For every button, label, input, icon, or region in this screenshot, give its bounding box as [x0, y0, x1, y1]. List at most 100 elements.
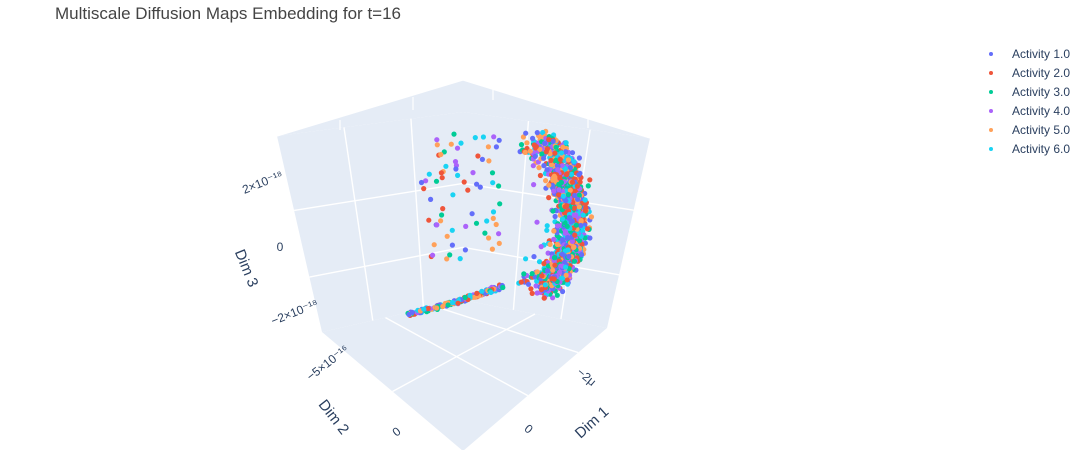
data-point-activity-5-0-1658[interactable] [438, 151, 444, 158]
data-point-activity-1-0-1098[interactable] [572, 192, 578, 199]
data-point-activity-6-0-1653[interactable] [490, 209, 497, 215]
data-point-activity-6-0-802[interactable] [540, 129, 546, 136]
data-point-activity-1-0-1652[interactable] [462, 247, 468, 253]
data-point-activity-3-0-1821[interactable] [445, 302, 451, 308]
data-point-activity-4-0-100[interactable] [550, 295, 556, 301]
data-point-activity-4-0-1255[interactable] [555, 167, 561, 173]
data-point-activity-6-0-1090[interactable] [582, 197, 588, 203]
data-point-activity-4-0-1567[interactable] [557, 269, 563, 275]
data-point-activity-1-0-1080[interactable] [575, 196, 581, 202]
data-point-activity-1-0-1010[interactable] [541, 155, 547, 161]
data-point-activity-6-0-1544[interactable] [560, 275, 566, 281]
data-point-activity-4-0-987[interactable] [531, 182, 537, 188]
data-point-activity-3-0-734[interactable] [554, 292, 560, 298]
data-point-activity-3-0-801[interactable] [585, 183, 591, 189]
legend-item-6[interactable]: Activity 6.0 [980, 139, 1070, 158]
data-point-activity-1-0-678[interactable] [525, 281, 532, 287]
data-point-activity-1-0-965[interactable] [576, 172, 582, 178]
data-point-activity-1-0-1552[interactable] [550, 182, 556, 188]
data-point-activity-6-0-1833[interactable] [467, 292, 473, 298]
data-point-activity-4-0-1084[interactable] [555, 223, 561, 229]
data-point-activity-2-0-1619[interactable] [461, 179, 467, 185]
data-point-activity-5-0-1650[interactable] [493, 221, 499, 228]
data-point-activity-2-0-1576[interactable] [564, 202, 570, 208]
data-point-activity-2-0-1628[interactable] [440, 206, 446, 212]
data-point-activity-6-0-1661[interactable] [455, 172, 461, 178]
data-point-activity-2-0-919[interactable] [583, 205, 589, 211]
data-point-activity-4-0-595[interactable] [533, 283, 539, 289]
data-point-activity-5-0-1565[interactable] [563, 272, 569, 278]
data-point-activity-2-0-1052[interactable] [533, 144, 539, 150]
data-point-activity-6-0-846[interactable] [568, 171, 575, 177]
legend-item-1[interactable]: Activity 1.0 [980, 44, 1070, 63]
data-point-activity-1-0-1605[interactable] [474, 181, 480, 187]
data-point-activity-1-0-1615[interactable] [479, 156, 485, 162]
data-point-activity-6-0-856[interactable] [565, 281, 571, 287]
data-point-activity-4-0-1539[interactable] [562, 229, 569, 235]
data-point-activity-1-0-976[interactable] [563, 149, 569, 155]
data-point-activity-1-0-663[interactable] [532, 274, 538, 280]
data-point-activity-4-0-1668[interactable] [463, 223, 469, 229]
data-point-activity-5-0-1637[interactable] [486, 235, 492, 241]
data-point-activity-4-0-1526[interactable] [569, 238, 576, 244]
data-point-activity-4-0-1663[interactable] [434, 137, 440, 143]
data-point-activity-6-0-1633[interactable] [480, 134, 486, 140]
data-point-activity-6-0-1597[interactable] [559, 216, 566, 222]
data-point-activity-1-0-388[interactable] [576, 155, 583, 161]
data-point-activity-1-0-1036[interactable] [532, 153, 538, 159]
data-point-activity-4-0-1640[interactable] [434, 222, 440, 228]
data-point-activity-5-0-859[interactable] [536, 165, 542, 171]
data-point-activity-1-0-1635[interactable] [493, 144, 499, 150]
data-point-activity-3-0-1078[interactable] [576, 192, 582, 198]
data-point-activity-6-0-1644[interactable] [450, 192, 456, 198]
data-point-activity-6-0-1836[interactable] [488, 289, 494, 295]
data-point-activity-6-0-1813[interactable] [449, 299, 456, 306]
data-point-activity-5-0-35[interactable] [520, 134, 527, 140]
data-point-activity-2-0-1590[interactable] [551, 276, 557, 282]
data-point-activity-2-0-186[interactable] [546, 195, 552, 201]
data-point-activity-1-0-1585[interactable] [566, 253, 572, 260]
data-point-activity-5-0-1629[interactable] [438, 218, 444, 224]
data-point-activity-6-0-1630[interactable] [426, 171, 432, 177]
data-point-activity-3-0-1667[interactable] [451, 131, 457, 137]
data-point-activity-3-0-1662[interactable] [497, 201, 503, 207]
data-point-activity-4-0-1531[interactable] [571, 212, 577, 218]
data-point-activity-4-0-1625[interactable] [470, 170, 476, 176]
data-point-activity-5-0-935[interactable] [588, 214, 595, 220]
data-point-activity-1-0-451[interactable] [530, 135, 536, 141]
data-point-activity-5-0-199[interactable] [543, 178, 549, 184]
data-point-activity-3-0-218[interactable] [518, 142, 525, 148]
data-point-activity-5-0-1555[interactable] [567, 187, 573, 193]
data-point-activity-5-0-950[interactable] [549, 162, 555, 168]
data-point-activity-1-0-1601[interactable] [496, 137, 502, 143]
data-point-activity-1-0-1046[interactable] [578, 222, 584, 229]
data-point-activity-2-0-1346[interactable] [571, 205, 577, 211]
data-point-activity-6-0-1602[interactable] [443, 163, 449, 169]
data-point-activity-1-0-1041[interactable] [567, 165, 574, 171]
data-point-activity-1-0-1026[interactable] [534, 130, 540, 136]
data-point-activity-5-0-1087[interactable] [527, 148, 533, 154]
data-point-activity-3-0-1655[interactable] [473, 220, 480, 226]
data-point-activity-1-0-1051[interactable] [541, 140, 548, 147]
data-point-activity-5-0-1607[interactable] [490, 215, 496, 221]
data-point-activity-6-0-1086[interactable] [542, 282, 548, 288]
data-point-activity-1-0-661[interactable] [541, 163, 547, 169]
data-point-activity-3-0-1837[interactable] [500, 284, 506, 291]
data-point-activity-3-0-1559[interactable] [564, 223, 570, 229]
data-point-activity-2-0-858[interactable] [564, 277, 570, 283]
data-point-activity-5-0-1013[interactable] [522, 149, 528, 155]
data-point-activity-3-0-1608[interactable] [482, 230, 488, 236]
data-point-activity-3-0-1592[interactable] [558, 179, 565, 186]
data-point-activity-3-0-1584[interactable] [565, 192, 572, 198]
data-point-activity-2-0-1099[interactable] [539, 273, 545, 279]
data-point-activity-1-0-1057[interactable] [560, 288, 566, 295]
data-point-activity-5-0-837[interactable] [554, 241, 561, 247]
data-point-activity-5-0-1659[interactable] [489, 246, 495, 252]
legend-item-4[interactable]: Activity 4.0 [980, 101, 1070, 120]
data-point-activity-2-0-1835[interactable] [455, 300, 461, 306]
data-point-activity-3-0-879[interactable] [582, 235, 588, 241]
data-point-activity-6-0-1645[interactable] [484, 218, 490, 224]
data-point-activity-5-0-1005[interactable] [578, 219, 584, 225]
data-point-activity-2-0-902[interactable] [564, 171, 570, 177]
data-point-activity-4-0-1623[interactable] [423, 178, 429, 184]
